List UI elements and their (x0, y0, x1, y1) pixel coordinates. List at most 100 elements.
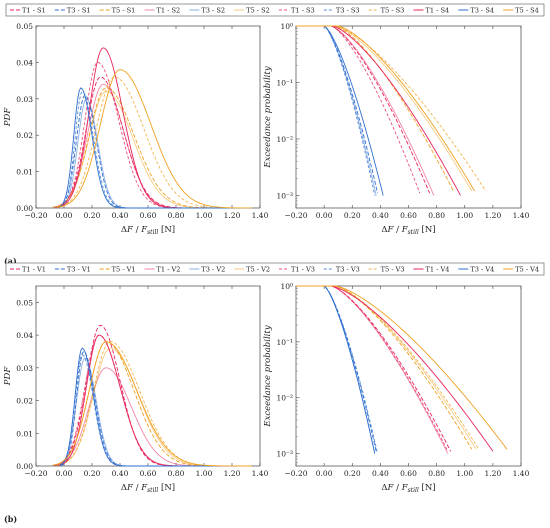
legend-entry: T5 - V1 (112, 266, 136, 274)
legend-entry: T5 - S3 (381, 7, 405, 15)
y-axis-label: Exceedance probability (263, 66, 273, 168)
legend-entry: T5 - V3 (381, 266, 405, 274)
y-tick-label: 0.04 (16, 58, 33, 67)
legend-box (5, 262, 545, 276)
x-axis-label: ΔF / Fstill [N] (121, 225, 175, 236)
pdf-chart-a: −0.20 0.00 0.20 0.40 0.60 0.80 1.00 1.20 1.400.0… (3, 22, 269, 236)
legend-entry: T5 - V4 (515, 266, 539, 274)
y-tick-label: 10⁻³ (276, 450, 293, 459)
legend-entry: T5 - S4 (515, 7, 539, 15)
x-tick-label: 1.20 (485, 469, 502, 478)
legend-entry: T3 - V1 (67, 266, 91, 274)
series-line (296, 285, 473, 450)
series-line (296, 285, 449, 452)
legend-entry: T3 - V2 (201, 266, 225, 274)
y-axis-label: Exceedance probability (263, 325, 273, 427)
series-line (296, 25, 475, 192)
series-line (296, 285, 508, 450)
y-tick-label: 0.01 (16, 168, 33, 177)
x-tick-label: 1.20 (224, 211, 241, 220)
x-tick-label: 0.80 (168, 469, 185, 478)
x-tick-label: 0.80 (428, 211, 445, 220)
series-line (60, 98, 252, 209)
y-tick-label: 0.01 (16, 429, 33, 438)
legend-entry: T5 - S2 (246, 7, 270, 15)
series-line (56, 69, 252, 209)
x-tick-label: −0.20 (285, 211, 308, 220)
legend-entry: T5 - S1 (112, 7, 136, 15)
y-tick-label: 0.03 (16, 364, 33, 373)
legend-entry: T1 - S4 (426, 7, 450, 15)
y-tick-label: 0.04 (16, 331, 33, 340)
series-line (296, 25, 377, 196)
panel-label-a: (a) (4, 256, 17, 266)
series-line (296, 285, 477, 450)
series-line (59, 87, 252, 209)
x-tick-label: 0.00 (56, 211, 73, 220)
y-tick-label: 0.02 (16, 397, 33, 406)
x-tick-label: −0.20 (25, 469, 48, 478)
legend-entry: T1 - S3 (291, 7, 315, 15)
legend-entry: T1 - S2 (157, 7, 181, 15)
y-tick-label: 0.05 (16, 22, 33, 31)
y-tick-label: 0.05 (16, 298, 33, 307)
exceedance-chart-a: −0.20 0.00 0.20 0.40 0.60 0.80 1.00 1.20 1.40 10⁰… (263, 22, 530, 236)
x-tick-label: −0.20 (285, 469, 308, 478)
series-line (296, 285, 376, 454)
series-line (296, 25, 376, 196)
y-tick-label: 0.03 (16, 95, 33, 104)
x-tick-label: 0.80 (168, 211, 185, 220)
x-tick-label: 0.80 (428, 469, 445, 478)
x-tick-label: 1.20 (224, 469, 241, 478)
x-tick-label: 0.20 (84, 211, 101, 220)
plot-frame (295, 25, 522, 209)
x-tick-label: 0.60 (140, 469, 157, 478)
x-tick-label: 1.40 (513, 469, 530, 478)
y-tick-label: 10⁻¹ (276, 78, 293, 87)
x-tick-label: 1.40 (252, 211, 269, 220)
legend-entry: T3 - S1 (67, 7, 91, 15)
y-tick-label: 10⁻¹ (276, 338, 293, 347)
legend-entry: T1 - V3 (291, 266, 315, 274)
series-line (54, 367, 252, 467)
x-tick-label: 1.00 (196, 469, 213, 478)
x-tick-label: 0.40 (112, 469, 129, 478)
y-tick-label: 0.00 (16, 462, 33, 471)
x-tick-label: 1.00 (456, 469, 473, 478)
legend-entry: T3 - S2 (201, 7, 225, 15)
x-tick-label: 1.00 (456, 211, 473, 220)
x-tick-label: 0.20 (84, 469, 101, 478)
y-tick-label: 10⁻³ (276, 191, 293, 200)
x-axis-label: ΔF / Fstill [N] (381, 483, 435, 494)
legend-panel-b: T1 - V1 T3 - V1 T5 - V1 T1 - V2 T3 - V2 T5 - … (5, 262, 545, 276)
series-line (296, 25, 473, 192)
y-tick-label: 0.00 (16, 204, 33, 213)
x-tick-label: 0.40 (112, 211, 129, 220)
series-line (296, 25, 421, 194)
series-line (58, 47, 252, 209)
series-line (296, 25, 384, 196)
legend-entry: T1 - S1 (22, 7, 46, 15)
x-axis-label: ΔF / Fstill [N] (121, 483, 175, 494)
x-tick-label: 0.40 (372, 469, 389, 478)
series-line (296, 285, 480, 450)
x-tick-label: 0.60 (400, 469, 417, 478)
pdf-chart-b: −0.20 0.00 0.20 0.40 0.60 0.80 1.00 1.20 1.400.0… (3, 285, 269, 494)
y-tick-label: 10⁰ (280, 282, 293, 291)
y-tick-label: 10⁰ (280, 22, 293, 31)
y-tick-label: 0.02 (16, 131, 33, 140)
plot-frame (295, 285, 522, 467)
x-tick-label: 0.60 (140, 211, 157, 220)
series-line (296, 285, 377, 452)
legend-entry: T1 - V2 (157, 266, 181, 274)
legend-entry: T5 - V2 (246, 266, 270, 274)
series-line (296, 285, 376, 454)
x-axis-label: ΔF / Fstill [N] (381, 225, 435, 236)
x-tick-label: 0.20 (344, 211, 361, 220)
x-tick-label: 0.00 (316, 211, 333, 220)
panel-label-b: (b) (4, 514, 17, 524)
series-line (296, 25, 461, 196)
x-tick-label: 0.00 (56, 469, 73, 478)
series-line (58, 94, 252, 209)
